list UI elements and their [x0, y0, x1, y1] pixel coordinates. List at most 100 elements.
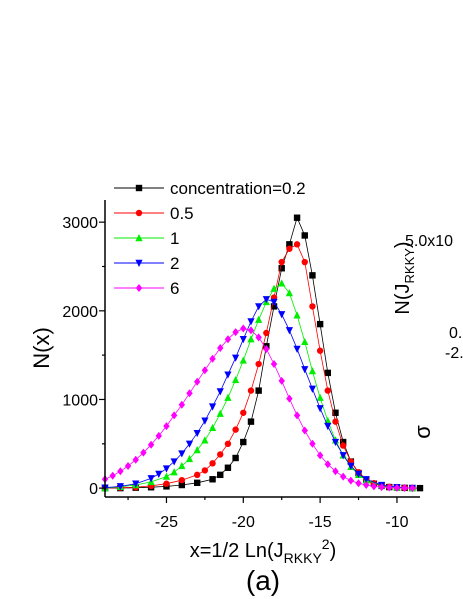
data-point	[316, 451, 324, 460]
data-point	[170, 411, 178, 420]
data-point	[301, 258, 308, 266]
data-point	[147, 440, 155, 449]
data-point	[186, 389, 193, 398]
data-point	[308, 367, 317, 375]
data-point	[240, 409, 247, 416]
x-tick-label: -10	[385, 514, 408, 531]
data-point	[216, 409, 224, 417]
data-point	[109, 471, 116, 480]
data-point	[209, 476, 216, 483]
data-point	[262, 296, 270, 304]
data-point	[316, 347, 324, 354]
data-point	[232, 454, 239, 462]
data-point	[224, 371, 232, 379]
right-ylabel-main: N(J	[392, 283, 414, 314]
data-point	[301, 337, 309, 346]
data-point	[255, 303, 263, 311]
data-point	[178, 476, 186, 484]
data-point	[162, 472, 171, 480]
data-point	[217, 344, 224, 353]
data-point	[247, 387, 255, 394]
data-point	[308, 385, 317, 393]
panel-label: (a)	[246, 565, 280, 596]
sigma-symbol: σ	[410, 425, 435, 439]
data-point	[386, 483, 393, 492]
data-point	[178, 400, 186, 409]
legend-entry: 2	[114, 254, 179, 273]
right-value-mid2: -2.	[445, 345, 463, 362]
data-point	[270, 284, 278, 292]
data-point	[240, 324, 247, 333]
y-tick-label: 0	[89, 481, 98, 498]
data-point	[332, 409, 339, 416]
legend-marker	[135, 184, 143, 192]
series-layer	[101, 214, 424, 493]
ticks-layer: -25 -20 -15 -10 0 1000 2000 3000	[62, 215, 408, 531]
data-point	[201, 366, 209, 375]
data-point	[140, 448, 147, 457]
data-point	[147, 475, 155, 483]
data-point	[316, 393, 324, 401]
x-axis-label-sub: RKKY	[284, 550, 323, 566]
data-point	[247, 318, 255, 326]
data-point	[247, 418, 255, 425]
data-point	[332, 418, 339, 425]
data-point	[178, 450, 186, 458]
data-point	[324, 369, 332, 377]
data-point	[208, 423, 217, 432]
x-tick-label: -25	[155, 514, 178, 531]
data-point	[209, 460, 216, 467]
legend-label: 1	[170, 229, 179, 248]
data-point	[263, 329, 270, 337]
data-point	[193, 479, 201, 487]
data-point	[324, 460, 332, 469]
data-point	[339, 472, 347, 481]
plot-area: -25 -20 -15 -10 0 1000 2000 3000	[62, 200, 424, 531]
legend-label: 0.5	[170, 204, 194, 223]
data-point	[278, 279, 286, 287]
data-point	[178, 481, 186, 489]
data-point	[116, 483, 124, 491]
x-axis-label-main: x=1/2 Ln(J	[190, 540, 284, 562]
data-point	[255, 387, 262, 394]
data-point	[416, 484, 424, 492]
series-line	[104, 328, 413, 489]
data-point	[401, 483, 408, 492]
data-point	[324, 422, 332, 431]
data-point	[270, 360, 278, 369]
data-point	[301, 426, 308, 435]
data-point	[309, 272, 316, 279]
data-point	[378, 483, 385, 492]
x-axis-label: x=1/2 Ln(JRKKY2)	[190, 536, 337, 566]
data-point	[285, 327, 293, 335]
data-point	[309, 303, 316, 310]
data-point	[278, 311, 286, 319]
legend-marker	[135, 209, 143, 217]
y-tick-label: 3000	[62, 215, 98, 232]
data-point	[355, 479, 362, 488]
data-point	[170, 468, 178, 476]
data-point	[193, 429, 201, 438]
data-point	[170, 458, 178, 466]
legend-entry: 0.5	[114, 204, 194, 223]
data-point	[162, 465, 171, 473]
data-point	[208, 403, 217, 411]
data-point	[185, 454, 194, 463]
data-point	[339, 438, 347, 446]
legend-entry: 1	[114, 229, 179, 248]
data-point	[285, 289, 293, 297]
data-point	[339, 452, 347, 460]
data-point	[178, 461, 186, 470]
data-point	[247, 335, 255, 343]
data-point	[293, 311, 301, 319]
data-point	[331, 438, 340, 447]
data-point	[309, 439, 316, 448]
data-point	[324, 387, 332, 394]
data-point	[363, 481, 370, 490]
data-point	[239, 335, 247, 344]
data-point	[155, 470, 163, 478]
data-point	[409, 484, 416, 493]
data-point	[217, 471, 224, 479]
legend-entry: 6	[114, 279, 179, 298]
